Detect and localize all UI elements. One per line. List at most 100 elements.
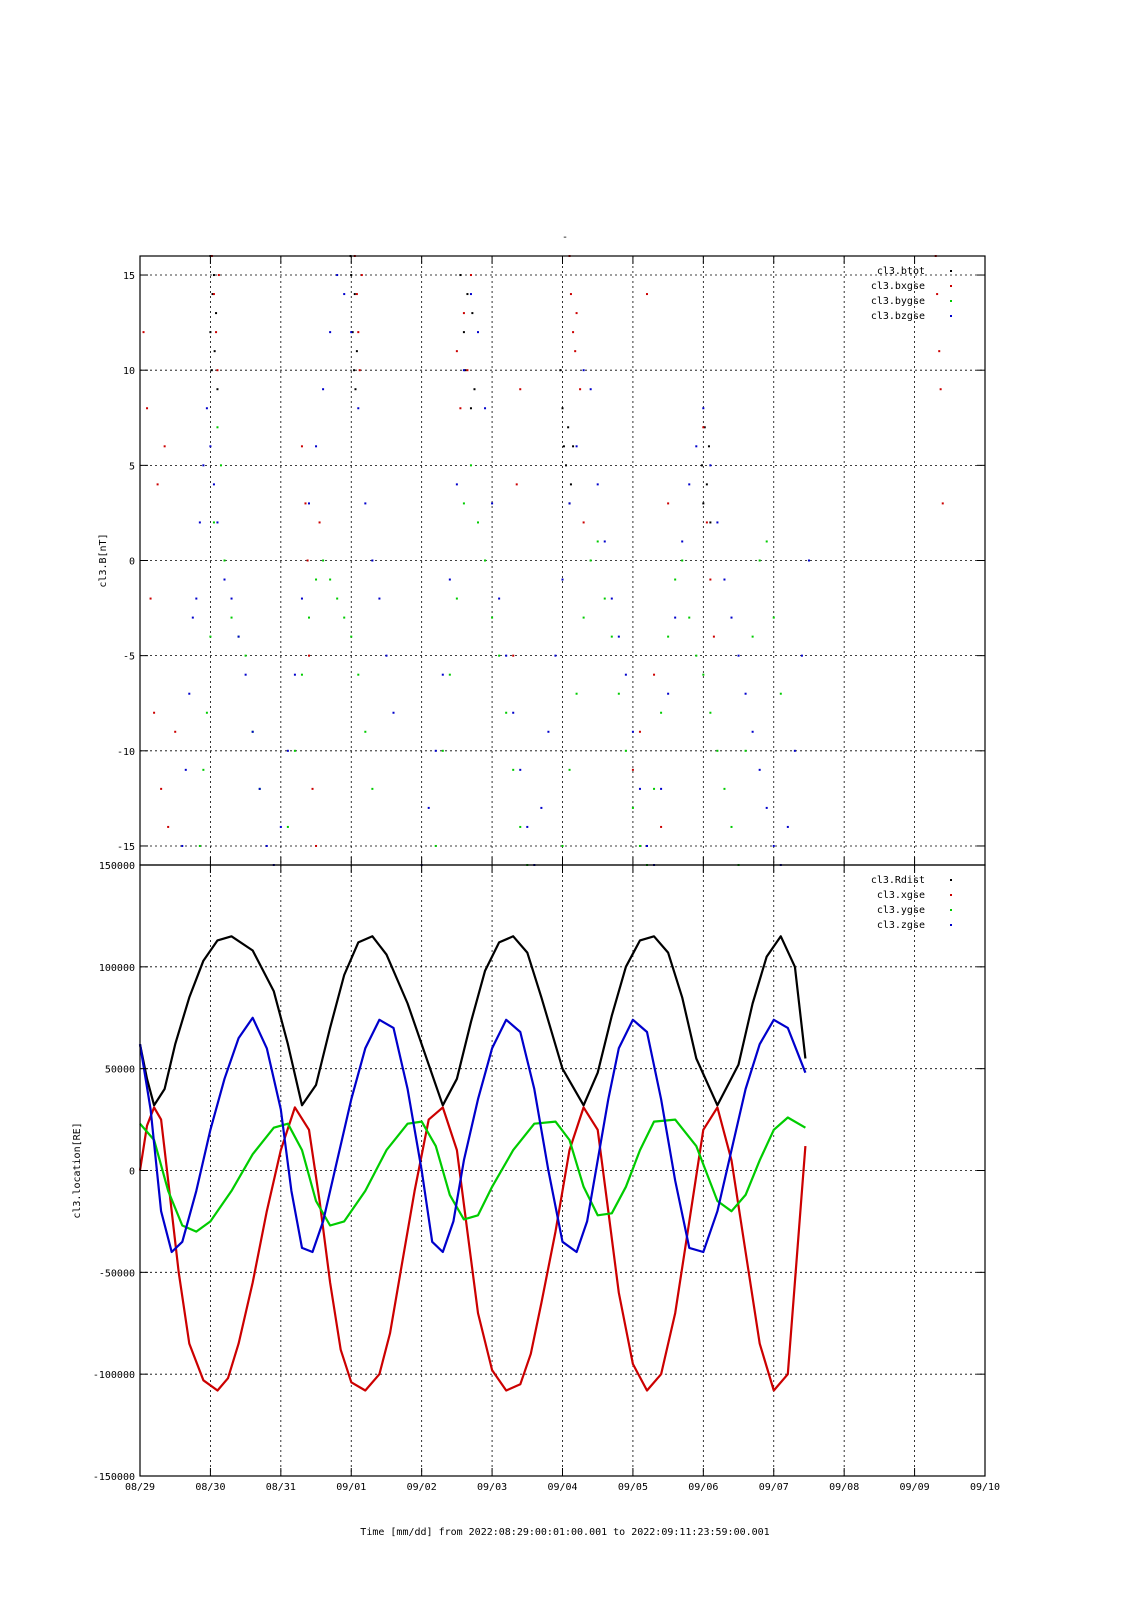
- data-point: [198, 844, 201, 847]
- magnetic-field-series-cl3-bxgse: [142, 255, 944, 847]
- data-point: [300, 673, 303, 676]
- data-point: [258, 787, 261, 790]
- data-point: [315, 844, 318, 847]
- data-point: [142, 331, 145, 334]
- data-point: [800, 654, 803, 657]
- data-point: [371, 787, 374, 790]
- data-point: [610, 635, 613, 638]
- data-point: [653, 673, 656, 676]
- data-point: [385, 654, 388, 657]
- magnetic-field-series-cl3-btot: [209, 255, 712, 524]
- location-y-tick-label: 0: [129, 1167, 135, 1178]
- data-point: [462, 369, 465, 372]
- data-point: [364, 502, 367, 505]
- data-point: [758, 559, 761, 562]
- magnetic-field-y-axis-label: cl3.B[nT]: [98, 533, 109, 587]
- data-point: [293, 749, 296, 752]
- data-point: [569, 483, 572, 486]
- magnetic-field-y-tick-label: -5: [123, 652, 135, 663]
- data-point: [211, 293, 214, 296]
- magnetic-field-y-tick-label: -10: [117, 747, 135, 758]
- data-point: [582, 369, 585, 372]
- data-point: [582, 616, 585, 619]
- data-point: [378, 597, 381, 600]
- data-point: [702, 426, 705, 429]
- data-point: [646, 844, 648, 847]
- location-panel: -150000 -100000 -50000 0 50000 100000 150000 c…: [72, 861, 986, 1483]
- data-point: [230, 616, 233, 619]
- magnetic-field-y-tick-label: -15: [117, 842, 135, 853]
- data-point: [469, 293, 472, 296]
- data-point: [441, 673, 444, 676]
- data-point: [562, 445, 565, 448]
- location-y-ticks: -150000 -100000 -50000 0 50000 100000 150000: [93, 861, 985, 1483]
- data-point: [646, 293, 648, 296]
- data-point: [730, 616, 733, 619]
- data-point: [596, 483, 599, 486]
- data-point: [638, 730, 641, 733]
- data-point: [709, 711, 712, 714]
- data-point: [695, 654, 698, 657]
- magnetic-field-panel: -15 -10 -5 0 5 10 15 cl3.B[nT] cl3.btot cl3.bxg…: [98, 255, 986, 866]
- magnetic-field-series-cl3-bygse: [198, 426, 782, 866]
- data-point: [575, 312, 578, 315]
- data-point: [167, 825, 170, 828]
- data-point: [568, 502, 571, 505]
- location-series-cl3-ygse: [139, 1116, 806, 1233]
- data-point: [660, 825, 663, 828]
- data-point: [540, 806, 543, 809]
- data-point: [336, 597, 339, 600]
- data-point: [574, 350, 577, 353]
- data-point: [575, 445, 578, 448]
- data-point: [688, 616, 691, 619]
- data-point: [188, 692, 191, 695]
- data-point: [448, 673, 451, 676]
- data-point: [807, 559, 810, 562]
- data-point: [215, 312, 218, 315]
- data-point: [519, 768, 522, 771]
- data-point: [455, 597, 458, 600]
- data-point: [146, 407, 149, 410]
- data-point: [751, 730, 754, 733]
- data-point: [217, 274, 220, 277]
- data-point: [202, 464, 205, 467]
- data-point: [610, 597, 613, 600]
- magnetic-field-legend-swatch: [950, 315, 952, 317]
- data-point: [202, 768, 205, 771]
- data-point: [758, 768, 761, 771]
- data-point: [526, 825, 529, 828]
- data-point: [603, 540, 606, 543]
- data-point: [772, 844, 775, 847]
- location-y-tick-label: -50000: [99, 1268, 135, 1279]
- data-point: [702, 673, 705, 676]
- data-point: [219, 464, 222, 467]
- data-point: [469, 274, 472, 277]
- data-point: [624, 749, 627, 752]
- data-point: [223, 578, 226, 581]
- data-point: [360, 274, 363, 277]
- data-point: [505, 711, 508, 714]
- data-point: [703, 426, 706, 429]
- x-tick-label: 09/08: [829, 1482, 859, 1493]
- data-point: [308, 616, 310, 619]
- data-point: [667, 635, 670, 638]
- data-point: [441, 749, 444, 752]
- data-point: [569, 293, 572, 296]
- data-point: [216, 521, 219, 524]
- data-point: [751, 635, 754, 638]
- data-point: [209, 635, 212, 638]
- data-point: [459, 407, 462, 410]
- data-point: [707, 445, 710, 448]
- x-tick-label: 09/05: [618, 1482, 648, 1493]
- x-tick-label: 09/01: [336, 1482, 366, 1493]
- data-point: [786, 825, 789, 828]
- data-point: [209, 445, 212, 448]
- series-line: [138, 1106, 807, 1392]
- data-point: [205, 407, 208, 410]
- data-point: [596, 540, 599, 543]
- data-point: [667, 502, 670, 505]
- data-point: [716, 521, 719, 524]
- data-point: [559, 369, 562, 372]
- data-point: [216, 369, 219, 372]
